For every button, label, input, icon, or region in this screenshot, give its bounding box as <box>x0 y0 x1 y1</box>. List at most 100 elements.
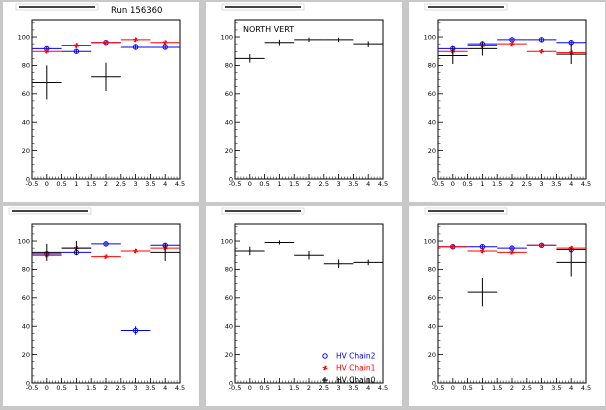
data-point <box>526 242 557 248</box>
pad-annotation: NORTH VERT <box>243 25 294 34</box>
x-tick-label: 1 <box>74 180 78 188</box>
data-point <box>353 41 383 47</box>
data-point <box>120 248 151 254</box>
x-tick-label: 2 <box>307 384 311 392</box>
pad-background <box>3 2 199 202</box>
y-tick-label: 0 <box>26 175 30 183</box>
y-tick-label: 60 <box>22 294 30 302</box>
data-point <box>264 240 295 245</box>
x-tick-label: 4.5 <box>175 384 185 392</box>
y-tick-label: 100 <box>18 33 30 41</box>
pad-caption-mark <box>19 6 95 8</box>
x-tick-label: 3 <box>337 180 341 188</box>
x-tick-label: 3.5 <box>551 180 561 188</box>
data-point <box>294 250 324 260</box>
star-stroke <box>539 48 544 54</box>
star-stroke <box>163 40 168 45</box>
legend: HV Chain2 HV Chain1 HV Chain0 <box>322 352 376 385</box>
star-stroke <box>480 248 485 254</box>
star-marker <box>509 41 515 47</box>
data-point <box>61 241 92 256</box>
data-point <box>120 44 151 50</box>
pad-background <box>206 206 402 406</box>
star-marker <box>162 40 168 46</box>
y-tick-label: 80 <box>225 62 233 70</box>
x-tick-label: 4 <box>569 384 573 392</box>
data-point <box>235 246 265 256</box>
legend-star-stroke <box>323 365 327 371</box>
legend-circle-marker <box>322 353 328 359</box>
x-tick-label: 2.5 <box>319 180 329 188</box>
x-tick-label: -0.5 <box>432 180 445 188</box>
x-tick-label: 2.5 <box>522 384 532 392</box>
y-tick-label: 40 <box>428 323 436 331</box>
x-tick-label: 3 <box>134 384 138 392</box>
star-marker <box>479 248 485 254</box>
x-tick-label: 1 <box>277 180 281 188</box>
pad-caption-mark <box>12 210 88 212</box>
star-marker <box>103 254 109 260</box>
x-tick-label: 2.5 <box>522 180 532 188</box>
y-tick-label: 40 <box>225 323 233 331</box>
y-tick-label: 20 <box>22 147 30 155</box>
star-marker <box>73 43 79 48</box>
x-tick-label: 1.5 <box>86 180 96 188</box>
data-point <box>120 326 151 335</box>
data-point <box>91 40 121 46</box>
x-tick-label: 1 <box>480 384 484 392</box>
x-tick-label: 4.5 <box>378 384 388 392</box>
star-stroke <box>104 40 108 45</box>
x-tick-label: 0 <box>45 384 49 392</box>
x-tick-label: 4 <box>366 384 370 392</box>
x-tick-label: 4.5 <box>581 384 591 392</box>
y-tick-label: 0 <box>26 379 30 387</box>
circle-marker <box>103 241 109 247</box>
x-tick-label: 3 <box>540 180 544 188</box>
x-tick-label: -0.5 <box>26 384 39 392</box>
x-tick-label: 1.5 <box>289 180 299 188</box>
x-tick-label: 3.5 <box>145 384 155 392</box>
circle-marker <box>73 48 80 54</box>
x-tick-label: 3 <box>540 384 544 392</box>
star-stroke <box>450 244 455 249</box>
series-chain0 <box>438 41 586 65</box>
data-point <box>32 65 62 100</box>
star-stroke <box>510 250 514 255</box>
star-marker <box>539 242 545 248</box>
pad-caption-mark <box>428 6 504 8</box>
x-tick-label: 2.5 <box>116 384 126 392</box>
pad-caption-mark <box>225 6 301 8</box>
x-tick-label: 0 <box>451 384 455 392</box>
x-tick-label: 0 <box>248 384 252 392</box>
x-tick-label: 4 <box>163 180 167 188</box>
x-tick-label: 1 <box>480 180 484 188</box>
y-tick-label: 80 <box>428 62 436 70</box>
x-tick-label: 3 <box>337 384 341 392</box>
data-point <box>467 248 498 254</box>
data-point <box>264 39 295 46</box>
x-tick-label: 2.5 <box>116 180 126 188</box>
x-tick-label: 0 <box>451 180 455 188</box>
pad-caption <box>15 3 99 11</box>
pad-caption-mark <box>225 210 301 212</box>
data-point <box>467 277 498 307</box>
x-tick-label: 3.5 <box>551 384 561 392</box>
x-tick-label: 3.5 <box>348 384 358 392</box>
x-tick-label: 1 <box>277 384 281 392</box>
data-point <box>150 40 180 46</box>
data-point <box>556 248 586 277</box>
y-tick-label: 20 <box>225 351 233 359</box>
star-stroke <box>133 248 138 254</box>
series-chain0 <box>235 37 383 63</box>
star-marker <box>103 40 109 46</box>
data-point <box>497 41 527 47</box>
y-tick-label: 100 <box>221 33 233 41</box>
series-chain0 <box>235 240 383 269</box>
y-tick-label: 100 <box>424 33 436 41</box>
x-tick-label: 3.5 <box>348 180 358 188</box>
x-tick-label: 1.5 <box>492 384 502 392</box>
